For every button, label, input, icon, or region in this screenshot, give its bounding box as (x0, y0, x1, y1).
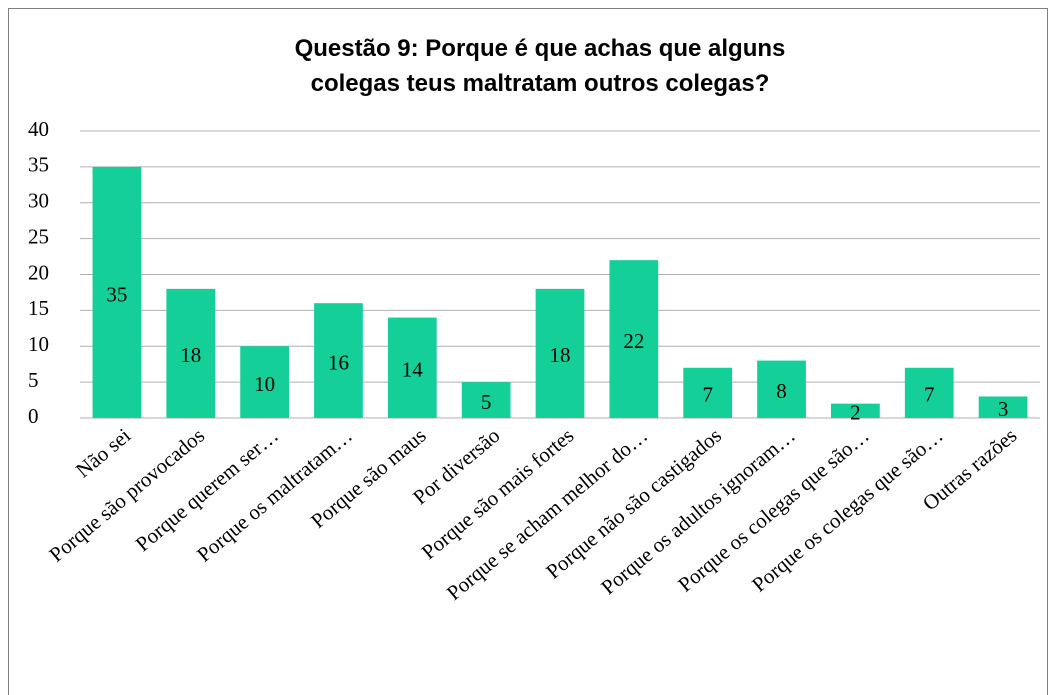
y-tick-label: 25 (28, 224, 49, 248)
value-label: 10 (254, 372, 275, 396)
bar (904, 367, 954, 418)
value-label: 22 (623, 329, 644, 353)
value-label: 8 (776, 379, 787, 403)
bar (92, 166, 142, 418)
y-tick-label: 30 (28, 189, 49, 213)
value-label: 35 (106, 282, 127, 306)
value-label: 7 (702, 383, 713, 407)
y-tick-label: 35 (28, 153, 49, 177)
bar (387, 317, 437, 418)
value-label: 5 (481, 390, 492, 414)
value-label: 18 (180, 343, 201, 367)
bar (166, 288, 216, 418)
value-label: 18 (550, 343, 571, 367)
bar (461, 382, 511, 418)
bar (831, 403, 880, 418)
bar (240, 346, 289, 418)
bar (535, 288, 585, 418)
bar (757, 360, 806, 418)
value-label: 14 (402, 358, 424, 382)
bar (609, 260, 659, 418)
value-label: 2 (850, 401, 861, 425)
bar (314, 303, 363, 418)
chart-title: Questão 9: Porque é que achas que alguns… (295, 35, 786, 97)
value-label: 16 (328, 350, 349, 374)
y-tick-label: 15 (28, 296, 49, 320)
value-label: 7 (924, 383, 935, 407)
y-tick-label: 40 (28, 117, 49, 141)
bar (683, 367, 733, 418)
y-tick-label: 5 (28, 368, 39, 392)
value-label: 3 (998, 397, 1009, 421)
y-tick-label: 20 (28, 260, 49, 284)
bar (978, 396, 1028, 418)
y-tick-label: 10 (28, 332, 49, 356)
y-tick-label: 0 (28, 404, 39, 428)
chart-frame (8, 8, 1048, 695)
